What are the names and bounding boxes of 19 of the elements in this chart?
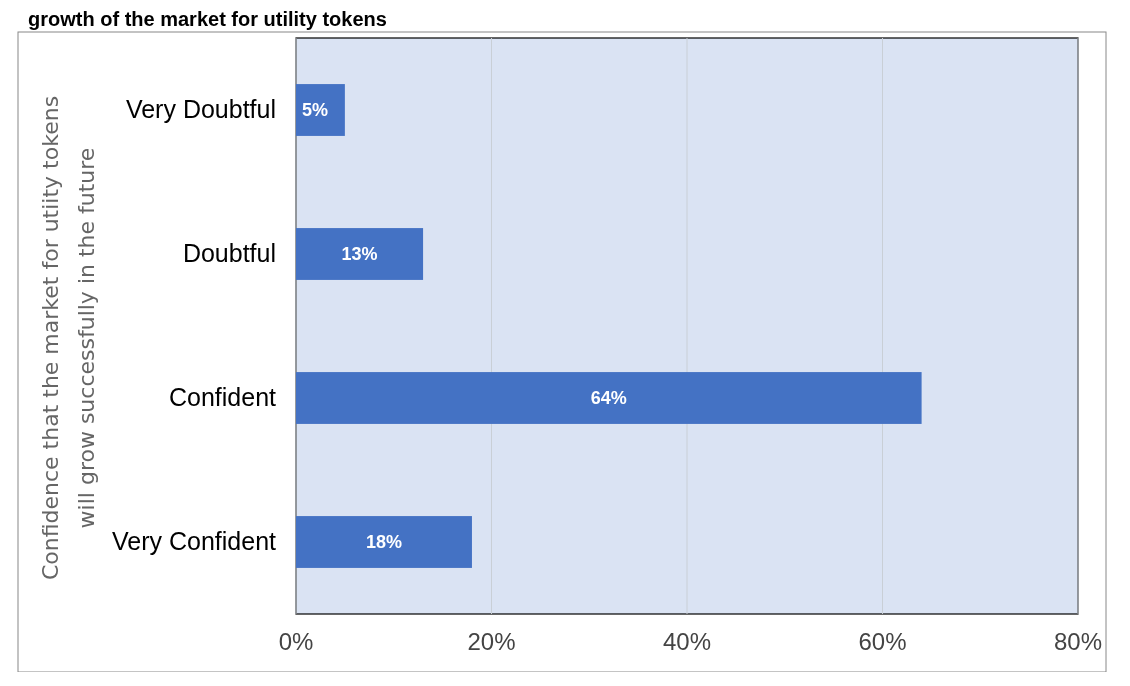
- x-tick-label: 40%: [662, 628, 712, 655]
- bar: [296, 372, 922, 424]
- data-label: 18%: [365, 532, 402, 552]
- bar: [296, 516, 472, 568]
- y-axis-title: Confidence that the market for utiity tokens will grow successfully in the future: [38, 95, 99, 581]
- x-tick-label: 80%: [1053, 628, 1103, 655]
- data-label: 13%: [341, 244, 378, 264]
- y-tick-label: Confident: [168, 383, 277, 411]
- y-tick-label: Doubtful: [182, 239, 276, 267]
- x-tick-label: 60%: [858, 628, 907, 655]
- chart-title: growth of the market for utility tokens: [28, 8, 387, 30]
- y-tick-label: Very Doubtful: [125, 95, 276, 123]
- data-label: 64%: [590, 388, 627, 408]
- x-tick-label: 0%: [278, 628, 314, 655]
- bar: [296, 84, 345, 136]
- x-tick-label: 20%: [467, 628, 516, 655]
- bar: [296, 228, 424, 280]
- data-label: 5%: [302, 100, 329, 120]
- y-tick-label: Very Confident: [112, 527, 277, 555]
